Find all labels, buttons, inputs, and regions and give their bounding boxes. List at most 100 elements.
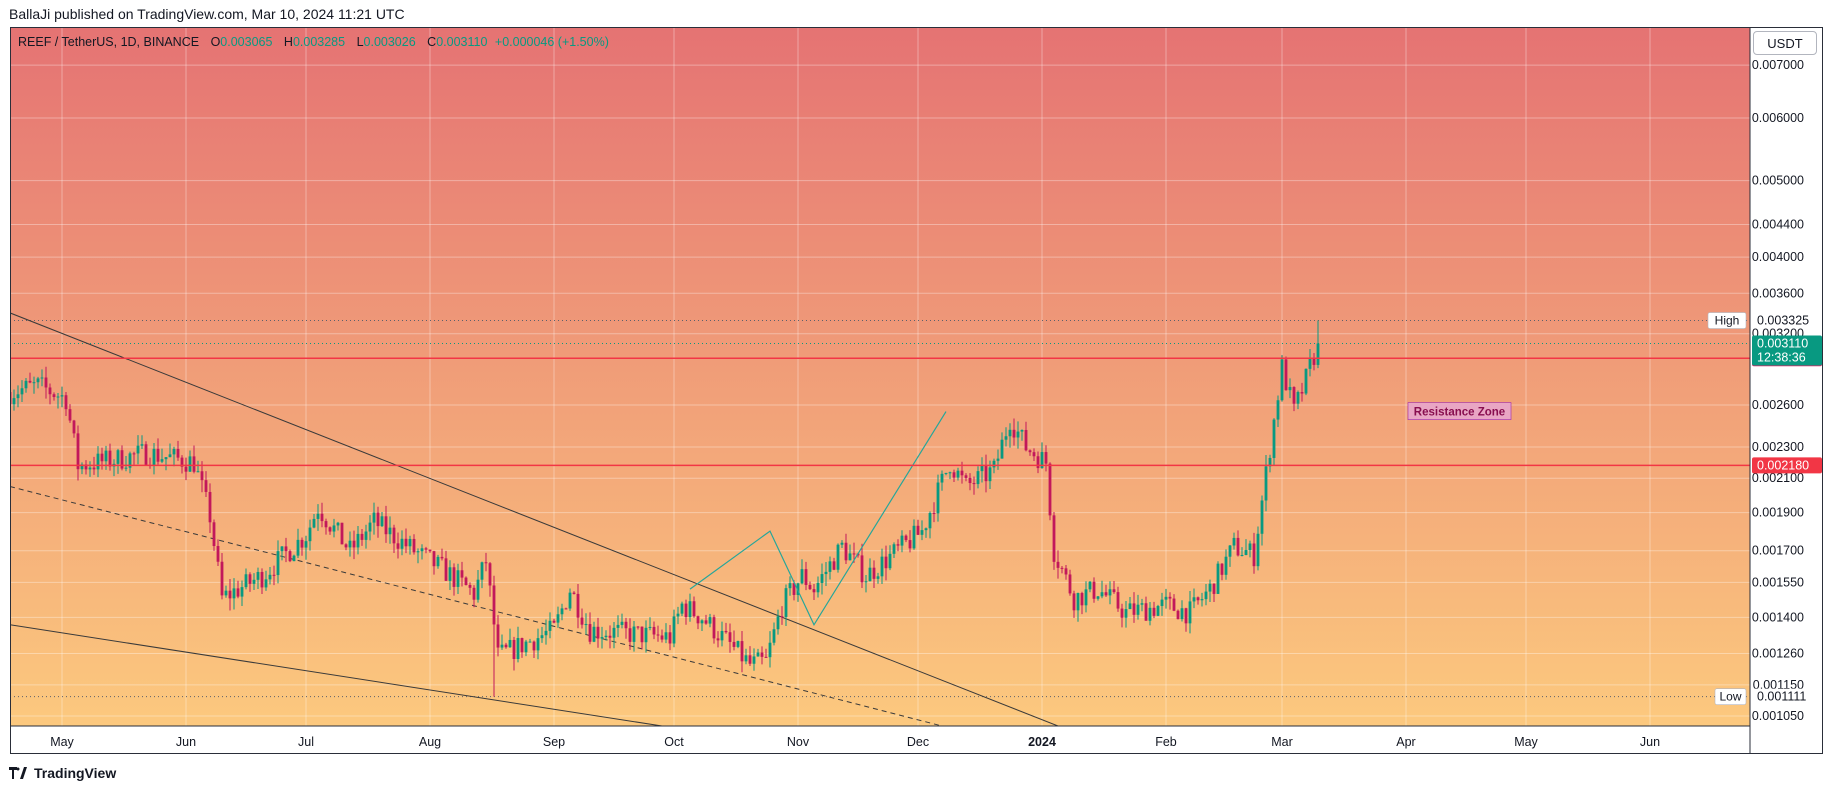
candle-body	[680, 603, 684, 614]
candle	[732, 630, 736, 651]
candle	[1084, 581, 1088, 613]
candle	[108, 443, 112, 471]
candle-body	[992, 460, 996, 468]
candle	[1008, 423, 1012, 448]
candle	[1048, 462, 1052, 521]
candle-body	[1012, 429, 1016, 438]
candle-body	[1220, 563, 1224, 575]
candle	[1120, 603, 1124, 628]
candle-body	[588, 624, 592, 642]
candle-body	[1000, 439, 1004, 459]
candle-body	[920, 530, 924, 535]
tradingview-logo[interactable]: TradingView	[9, 765, 116, 781]
candle-body	[36, 378, 40, 383]
currency-button[interactable]: USDT	[1753, 31, 1817, 55]
candle	[84, 460, 88, 475]
candle-body	[420, 548, 424, 552]
time-tick-label: Sep	[543, 735, 565, 749]
publish-header: BallaJi published on TradingView.com, Ma…	[9, 6, 405, 22]
candle	[1040, 442, 1044, 469]
candle	[44, 366, 48, 399]
candle	[880, 548, 884, 584]
candle	[1280, 355, 1284, 402]
candle	[368, 515, 372, 541]
candle	[1312, 353, 1316, 371]
candle-body	[296, 539, 300, 556]
candle-body	[236, 588, 240, 597]
candle	[1136, 594, 1140, 620]
candle	[152, 443, 156, 475]
candle-body	[1176, 610, 1180, 620]
candle-body	[1020, 429, 1024, 432]
candle	[516, 626, 520, 663]
time-tick-label: Aug	[419, 735, 441, 749]
candle-body	[904, 535, 908, 541]
candle	[416, 548, 420, 564]
candle	[1268, 454, 1272, 473]
trendline	[10, 312, 1059, 726]
candle	[924, 527, 928, 538]
candle-body	[1272, 419, 1276, 458]
candle-body	[412, 538, 416, 553]
candle	[1144, 596, 1148, 621]
candle-body	[720, 630, 724, 641]
candle	[28, 372, 32, 384]
candle	[1104, 584, 1108, 597]
candle-body	[708, 617, 712, 624]
candle	[1096, 595, 1100, 601]
candle	[920, 520, 924, 541]
candle-body	[404, 538, 408, 547]
time-tick-label: 2024	[1028, 735, 1056, 749]
candle	[1244, 539, 1248, 556]
candle-body	[544, 630, 548, 636]
candle	[888, 545, 892, 571]
candle-body	[1108, 589, 1112, 596]
candle	[292, 554, 296, 562]
candle-body	[304, 541, 308, 548]
candle-body	[248, 574, 252, 584]
candle-body	[488, 563, 492, 586]
candle-body	[664, 632, 668, 640]
symbol-label[interactable]: REEF / TetherUS, 1D, BINANCE	[18, 35, 200, 49]
candle-body	[844, 542, 848, 561]
candle-body	[768, 642, 772, 658]
price-tick-label: 0.002300	[1752, 440, 1804, 454]
candle	[804, 561, 808, 591]
candle	[48, 383, 52, 405]
candle	[372, 502, 376, 535]
candle-body	[364, 531, 368, 540]
price-tick-label: 0.003600	[1752, 286, 1804, 300]
candle-body	[620, 621, 624, 625]
candle	[608, 625, 612, 649]
candle-body	[348, 540, 352, 548]
candle	[364, 524, 368, 549]
brand-name: TradingView	[34, 765, 117, 781]
candle-body	[244, 574, 248, 588]
candle-body	[1232, 537, 1236, 546]
candle-body	[1080, 593, 1084, 606]
candle-body	[324, 521, 328, 528]
candle	[1308, 349, 1312, 377]
candle	[208, 483, 212, 534]
low-label-value: 0.001111	[1757, 690, 1806, 704]
candle-body	[20, 388, 24, 395]
high-key: H	[283, 35, 293, 49]
candle	[1076, 592, 1080, 622]
time-tick-label: Mar	[1271, 735, 1293, 749]
candle	[560, 603, 564, 621]
candle-body	[1260, 500, 1264, 534]
candle	[500, 634, 504, 650]
candle	[280, 546, 284, 561]
candle	[1140, 598, 1144, 612]
candle-body	[568, 592, 572, 609]
candle-body	[1148, 607, 1152, 621]
candle-body	[152, 448, 156, 466]
resistance-lines: Resistance Zone	[10, 357, 1750, 467]
candle	[60, 386, 64, 408]
candle-body	[672, 616, 676, 644]
candle-body	[108, 450, 112, 467]
trendlines	[10, 312, 1059, 726]
candle-body	[132, 453, 136, 455]
candle	[1092, 577, 1096, 603]
